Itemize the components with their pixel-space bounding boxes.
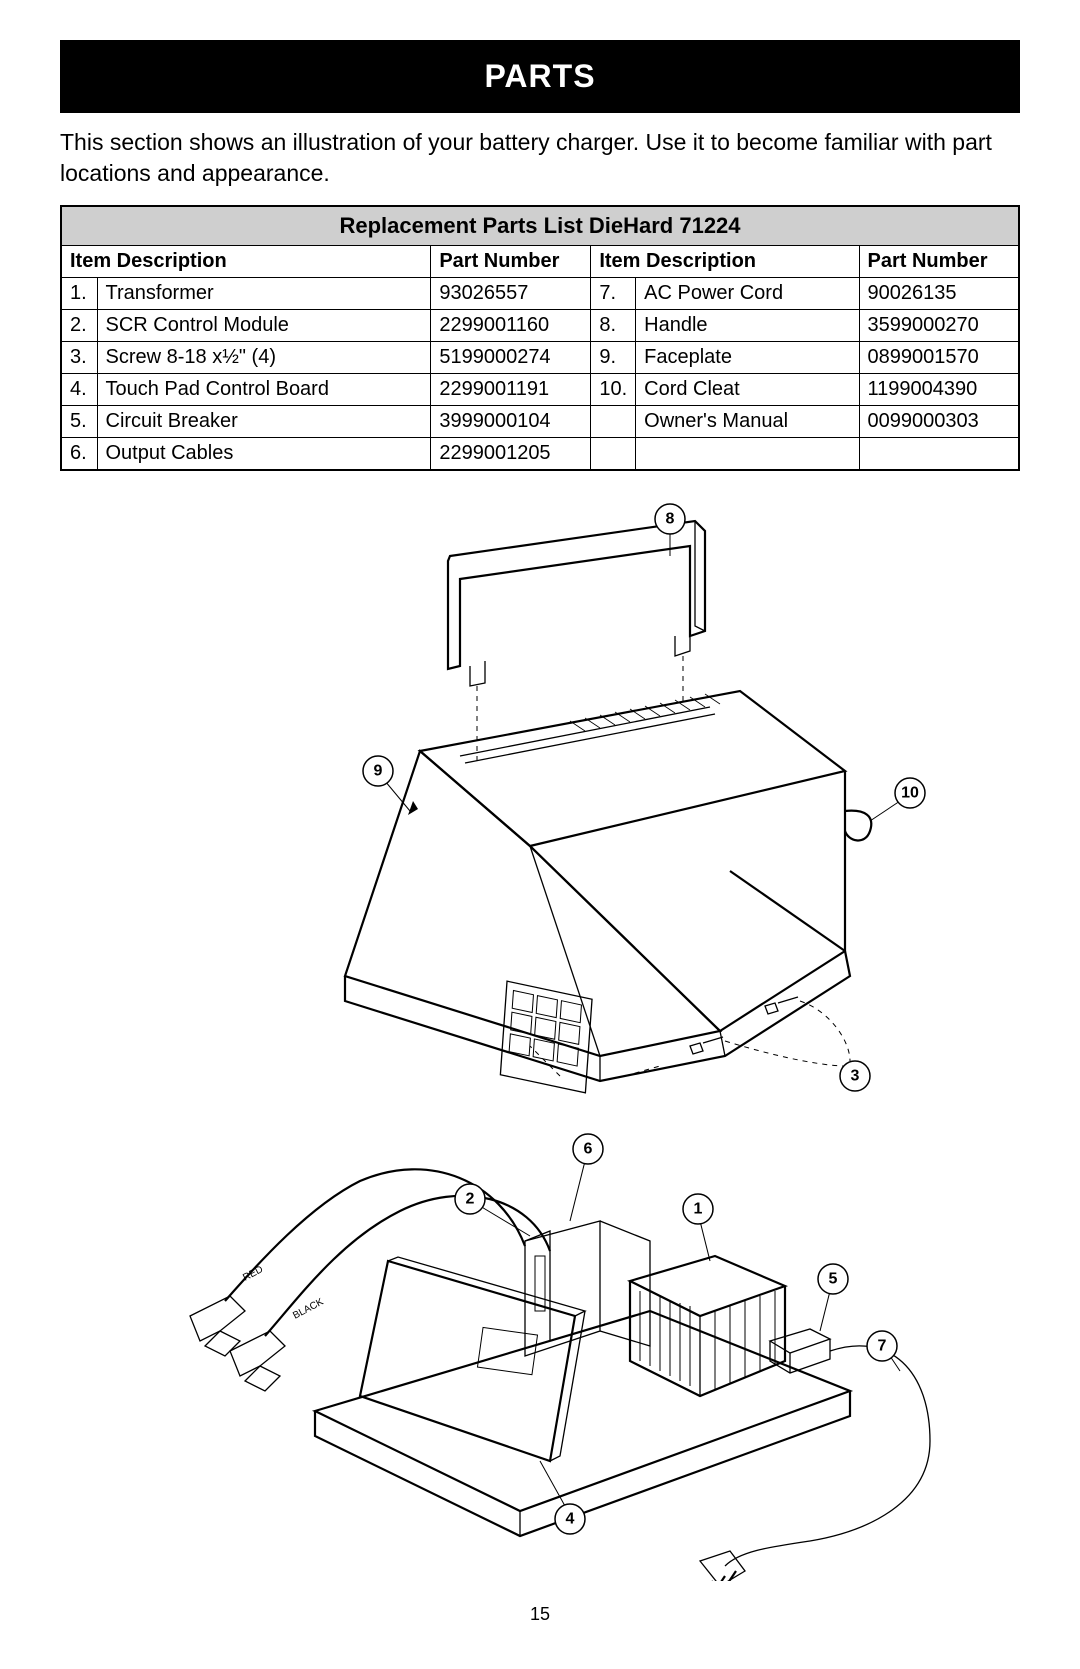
circuit-breaker — [770, 1329, 830, 1373]
screws — [690, 997, 798, 1054]
callout-10: 10 — [901, 785, 919, 802]
cell-num: 9. — [591, 342, 636, 374]
cell-desc: Cord Cleat — [636, 374, 859, 406]
cell-num — [591, 406, 636, 438]
col-header-item-right: Item Description — [591, 246, 859, 278]
cell-desc: Handle — [636, 310, 859, 342]
callout-9: 9 — [374, 763, 383, 780]
keypad — [500, 981, 592, 1093]
enclosure-body — [345, 691, 871, 1093]
cell-pn: 3999000104 — [431, 406, 591, 438]
cell-num: 4. — [61, 374, 97, 406]
exploded-diagram: RED BLACK 8 9 — [60, 501, 1020, 1586]
cell-pn: 0099000303 — [859, 406, 1019, 438]
cell-desc: Touch Pad Control Board — [97, 374, 431, 406]
transformer — [630, 1256, 785, 1396]
callout-4: 4 — [566, 1511, 575, 1528]
internal-bracket — [525, 1221, 650, 1356]
callout-6: 6 — [584, 1141, 593, 1158]
cell-num: 6. — [61, 438, 97, 471]
cell-pn: 1199004390 — [859, 374, 1019, 406]
callout-8: 8 — [666, 511, 675, 528]
cell-desc: Circuit Breaker — [97, 406, 431, 438]
cell-num: 8. — [591, 310, 636, 342]
cell-desc: Faceplate — [636, 342, 859, 374]
cell-pn: 0899001570 — [859, 342, 1019, 374]
touchpad-board — [360, 1257, 585, 1461]
cell-pn: 2299001205 — [431, 438, 591, 471]
col-header-part-right: Part Number — [859, 246, 1019, 278]
cell-pn: 5199000274 — [431, 342, 591, 374]
cell-pn: 2299001191 — [431, 374, 591, 406]
cell-num — [591, 438, 636, 471]
cell-desc: AC Power Cord — [636, 278, 859, 310]
cell-desc: Owner's Manual — [636, 406, 859, 438]
cell-desc: SCR Control Module — [97, 310, 431, 342]
callout-7: 7 — [878, 1338, 887, 1355]
cell-num: 7. — [591, 278, 636, 310]
cell-num: 5. — [61, 406, 97, 438]
table-title: Replacement Parts List DieHard 71224 — [61, 206, 1019, 246]
intro-text: This section shows an illustration of yo… — [60, 127, 1020, 189]
callout-3: 3 — [851, 1068, 860, 1085]
callout-2: 2 — [466, 1191, 475, 1208]
cell-num: 10. — [591, 374, 636, 406]
cell-desc — [636, 438, 859, 471]
callout-1: 1 — [694, 1201, 703, 1218]
cell-desc: Transformer — [97, 278, 431, 310]
cell-pn: 93026557 — [431, 278, 591, 310]
col-header-item-left: Item Description — [61, 246, 431, 278]
col-header-part-left: Part Number — [431, 246, 591, 278]
parts-table: Replacement Parts List DieHard 71224 Ite… — [60, 205, 1020, 471]
label-red: RED — [241, 1264, 265, 1284]
cell-pn: 3599000270 — [859, 310, 1019, 342]
cell-num: 3. — [61, 342, 97, 374]
cell-pn: 2299001160 — [431, 310, 591, 342]
cell-desc: Output Cables — [97, 438, 431, 471]
cell-num: 1. — [61, 278, 97, 310]
handle-shape — [448, 521, 705, 686]
page-title: PARTS — [60, 40, 1020, 113]
cell-pn — [859, 438, 1019, 471]
callout-5: 5 — [829, 1271, 838, 1288]
cell-pn: 90026135 — [859, 278, 1019, 310]
cell-desc: Screw 8-18 x½" (4) — [97, 342, 431, 374]
cell-num: 2. — [61, 310, 97, 342]
page-number: 15 — [60, 1604, 1020, 1625]
